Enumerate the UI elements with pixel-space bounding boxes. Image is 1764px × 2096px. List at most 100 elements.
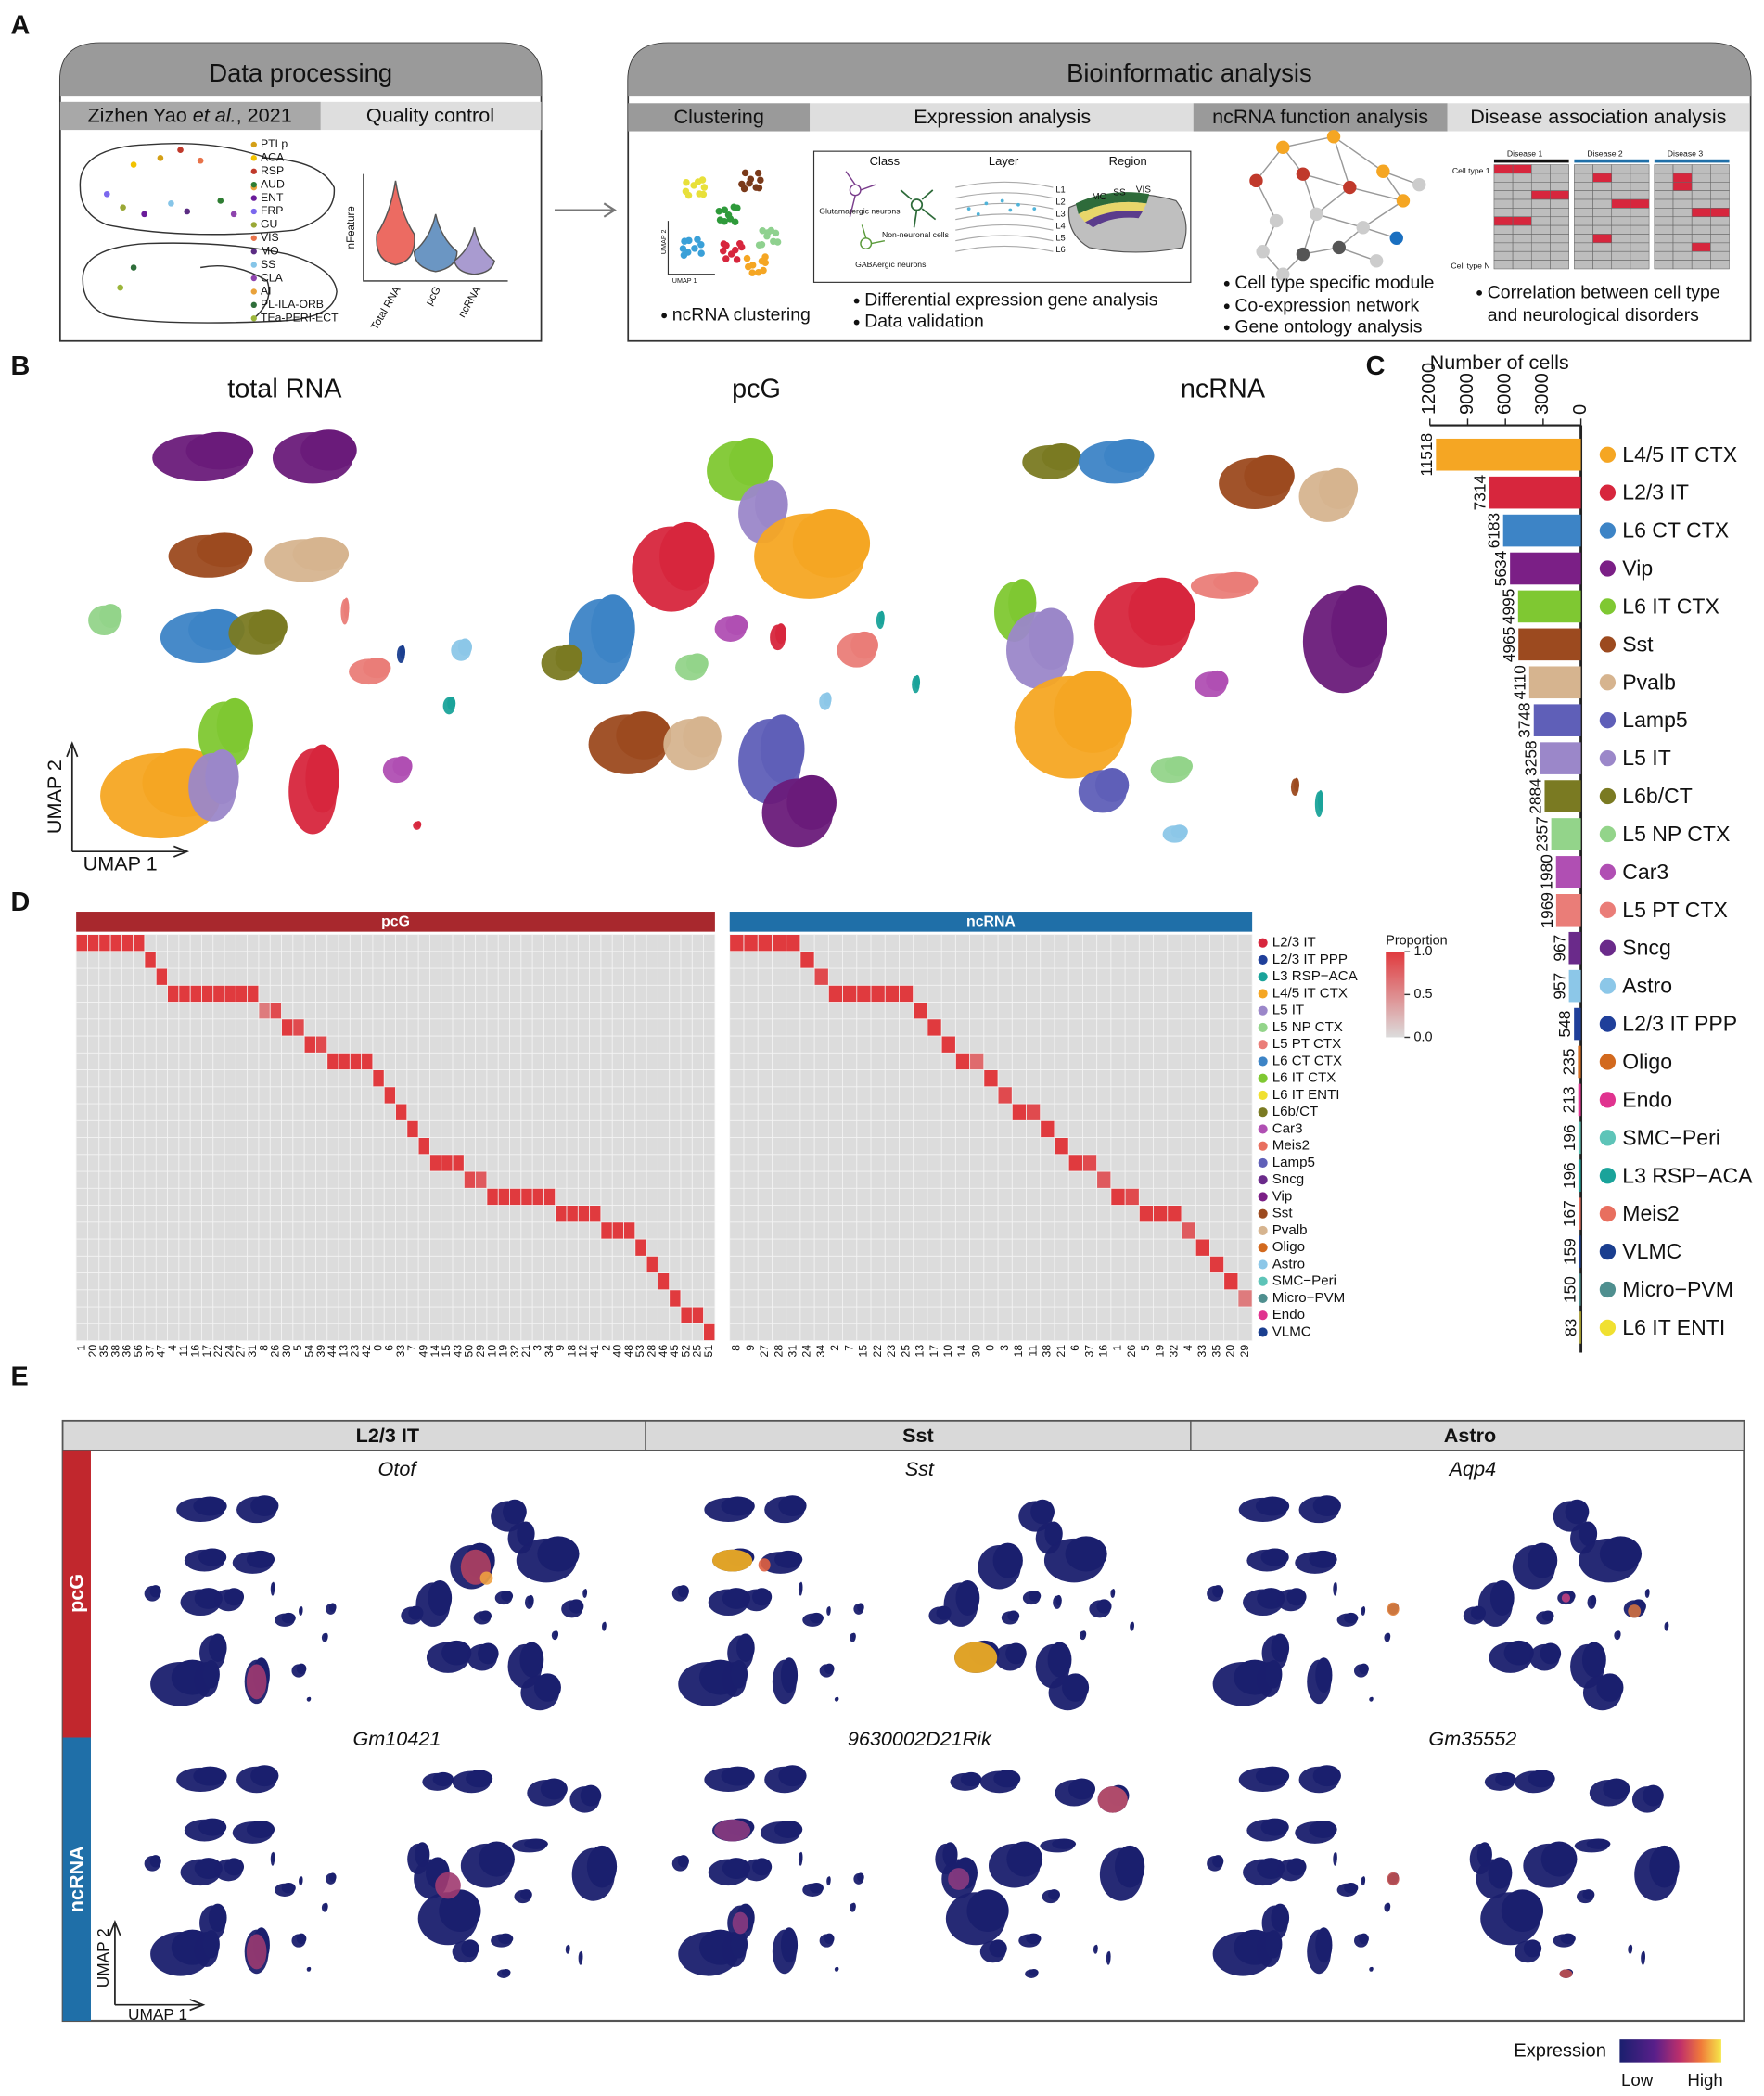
legend-tick-label: 1.0 [1413,944,1432,959]
disease-cell [1710,198,1730,209]
row-label: L2/3 IT [1272,935,1316,951]
cluster-dot [694,178,702,185]
umap [928,1499,1134,1711]
heatmap-cell [680,1307,693,1324]
disease-cell [1672,224,1693,235]
cluster-cloud [272,1581,275,1593]
disease-cell [1493,164,1514,174]
heatmap-cell [1195,1239,1210,1257]
legend-swatch [1599,1092,1617,1108]
disease-cell [1672,198,1693,209]
axis-label: UMAP 2 [43,760,66,834]
cluster-cloud [1599,1536,1643,1572]
row-label: Vip [1272,1188,1293,1204]
cluster-cloud [1005,1642,1027,1665]
column-label: 45 [668,1345,681,1358]
row-swatch [1258,1327,1268,1337]
cluster-cloud [736,1633,755,1662]
brain-outline [79,142,335,236]
heatmap-cell [190,985,202,1003]
disease-cell [1672,208,1693,218]
cluster-cloud [851,1632,856,1641]
legend-label: AUD [261,177,285,190]
row-label: Car3 [1272,1120,1303,1136]
column-label: 9 [744,1345,757,1351]
cluster-cloud [300,1876,303,1884]
disease-cell [1654,216,1674,226]
disease-cell [1654,208,1674,218]
column-label: 28 [772,1345,785,1358]
cluster-cloud [1065,1536,1107,1572]
cluster-cloud [1646,1589,1650,1596]
heatmap-cell [729,934,744,952]
heatmap-cell [87,934,99,952]
plot-title: pcG [732,375,781,404]
label: Cell type 1 [1452,166,1490,175]
column-label: 29 [1238,1345,1251,1358]
legend-label: ACA [261,151,285,164]
cluster-cloud [1128,577,1196,646]
heatmap-cell [703,1323,715,1341]
column-label: 4 [166,1345,179,1351]
label: Non-neuronal cells [882,230,949,239]
legend-label: L5 IT [1622,746,1671,770]
disease-cell [1530,234,1551,244]
row-swatch [1258,972,1268,982]
legend-swatch [250,155,257,161]
value-label: 235 [1559,1049,1578,1076]
cluster-cloud [1370,1696,1374,1701]
bar [1555,856,1581,888]
cluster-cloud [296,1933,307,1945]
network-node [1276,267,1290,281]
legend-label: High [1687,2070,1723,2090]
disease-cell [1493,242,1514,252]
network-edge [1302,213,1317,255]
disease-cell [1574,173,1593,183]
umap [401,1499,607,1711]
bar [1568,931,1581,965]
cluster-cloud [774,1550,803,1568]
disease-cell [1691,242,1711,252]
cluster-cloud [1170,824,1188,839]
x-tick-label: 3000 [1532,373,1553,415]
expression-highlight [1387,1602,1400,1617]
axis-label: UMAP 2 [94,1928,112,1987]
heatmap-cell [856,985,872,1003]
cluster-cloud [799,1851,803,1863]
legend-label: Endo [1622,1087,1672,1111]
legend-gradient [1386,952,1405,1038]
disease-cell [1493,234,1514,244]
column-label: 2 [599,1345,612,1351]
cluster-dot [759,227,766,235]
column-label: 13 [337,1345,350,1358]
disease-cell [1710,173,1730,183]
network-node [1412,177,1426,192]
panel-e-frame: L2/3 IT Sst Astro pcG ncRNA UMAP 2 UMAP … [61,1419,1745,2090]
cluster-cloud [1318,467,1359,510]
column-label: 4 [1182,1345,1195,1351]
cluster-cloud [447,696,456,710]
row-label: L6 IT CTX [1272,1070,1336,1086]
cluster-cloud [537,1536,580,1572]
legend-label: Low [1621,2070,1654,2090]
cluster-cloud [498,1933,514,1945]
column-label: 11 [177,1345,190,1357]
network-node [1296,167,1310,181]
value-label: 957 [1551,973,1569,1000]
cluster-cloud [1042,443,1081,471]
expression-highlight [246,1664,267,1700]
legend-label: AI [261,285,272,298]
column-label: 16 [1096,1345,1109,1358]
legend-label: L4/5 IT CTX [1622,442,1737,466]
cluster-cloud [466,1770,493,1788]
legend-label: Pvalb [1622,670,1676,694]
cluster-cloud [583,1589,588,1596]
cluster-cloud [343,597,350,619]
cluster-cloud [1029,607,1074,670]
row-swatch [1258,1022,1268,1032]
column-label: 36 [121,1345,134,1358]
legend-swatch [1599,446,1617,463]
disease-cell [1592,173,1613,183]
cluster-cloud [1265,1660,1283,1689]
heatmap-cell [247,985,259,1003]
